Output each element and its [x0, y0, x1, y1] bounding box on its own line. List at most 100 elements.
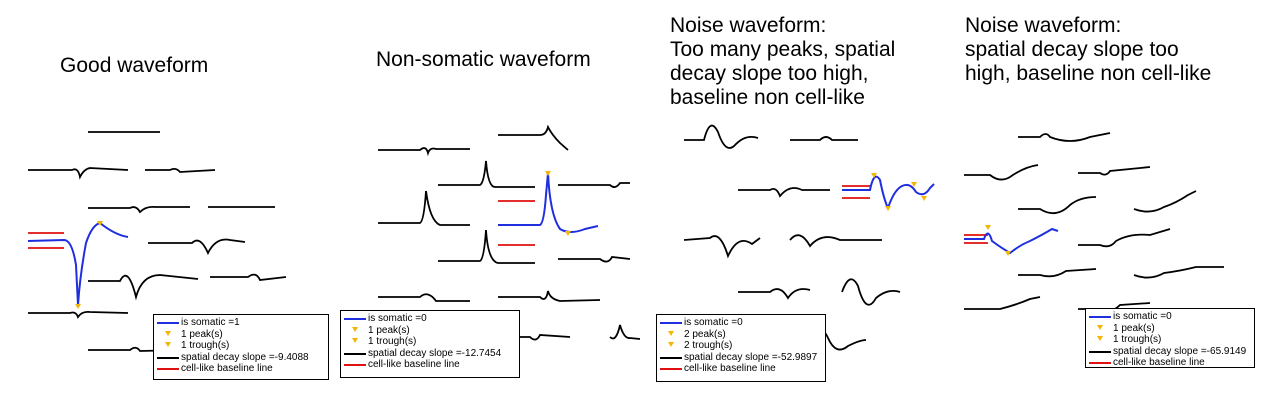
somatic-line-swatch: [157, 317, 181, 328]
panel-3-title-line: decay slope too high,: [670, 62, 869, 85]
legend-entry-peaks: 1 peak(s): [1089, 323, 1251, 335]
channel-trace: [558, 182, 630, 188]
channel-trace: [378, 190, 470, 226]
channel-trace: [841, 278, 901, 306]
peak-marker-icon: [1089, 323, 1113, 334]
peak-trough-markers: [985, 225, 1011, 256]
channel-trace: [28, 310, 129, 320]
panel-1-legend: is somatic =1 1 peak(s) 1 trough(s) spat…: [153, 314, 329, 380]
panel-3-title-line: Too many peaks, spatial: [670, 38, 896, 61]
channel-trace: [88, 274, 199, 301]
legend-entry-baseline: cell-like baseline line: [660, 363, 822, 375]
legend-entry-somatic: is somatic =0: [1089, 311, 1251, 323]
trough-marker-icon: [1089, 334, 1113, 345]
baseline-lines: [964, 234, 988, 244]
baseline-lines: [498, 200, 535, 246]
channel-trace: [683, 235, 761, 259]
legend-entry-peaks: 1 peak(s): [344, 325, 516, 337]
baseline-line-swatch: [344, 359, 368, 370]
legend-entry-somatic: is somatic =1: [157, 317, 325, 329]
somatic-trace: [498, 172, 599, 233]
legend-entry-somatic: is somatic =0: [344, 313, 516, 325]
decay-line-swatch: [1089, 346, 1113, 357]
channel-trace: [738, 288, 811, 300]
channel-trace: [148, 238, 246, 256]
channel-trace: [488, 334, 571, 341]
somatic-trace: [842, 175, 935, 211]
legend-entry-baseline: cell-like baseline line: [157, 363, 325, 375]
baseline-line-swatch: [157, 363, 181, 374]
trough-marker-icon: [157, 340, 181, 351]
panel-2-title: Non-somatic waveform: [376, 48, 591, 72]
peak-trough-markers: [75, 221, 103, 309]
channel-trace: [1018, 196, 1097, 215]
panel-2-legend: is somatic =0 1 peak(s) 1 trough(s) spat…: [340, 310, 520, 378]
panel-4-title: Noise waveform: spatial decay slope too …: [965, 14, 1211, 86]
panel-3-waveform-plot: [683, 124, 935, 351]
channel-trace: [684, 124, 759, 149]
peak-marker-icon: [660, 329, 684, 340]
channel-trace: [964, 296, 1041, 310]
channel-trace: [789, 234, 882, 248]
legend-entry-troughs: 1 trough(s): [157, 340, 325, 352]
baseline-lines: [28, 232, 64, 249]
somatic-line-swatch: [660, 317, 684, 328]
legend-entry-peaks: 1 peak(s): [157, 329, 325, 341]
channel-trace: [558, 256, 631, 263]
channel-trace: [964, 164, 1039, 181]
legend-entry-troughs: 1 trough(s): [1089, 334, 1251, 346]
panel-4-title-line: spatial decay slope too: [965, 38, 1179, 61]
channel-trace: [1078, 228, 1171, 248]
channel-trace: [438, 229, 535, 264]
channel-trace: [609, 324, 641, 340]
panel-1-title-line: Good waveform: [60, 54, 209, 77]
decay-line-swatch: [660, 352, 684, 363]
channel-trace: [1078, 166, 1151, 176]
legend-entry-decay: spatial decay slope =-9.4088: [157, 352, 325, 364]
peak-trough-markers: [545, 171, 571, 236]
panel-4-waveform-plot: [964, 132, 1224, 313]
channel-trace: [1018, 132, 1111, 142]
channel-trace: [738, 187, 830, 198]
trough-marker-icon: [344, 336, 368, 347]
channel-trace: [378, 293, 470, 302]
panel-2-title-line: Non-somatic waveform: [376, 48, 591, 71]
trough-marker-icon: [660, 340, 684, 351]
channel-trace: [498, 125, 569, 151]
panel-4-legend: is somatic =0 1 peak(s) 1 trough(s) spat…: [1085, 308, 1255, 368]
channel-trace: [88, 205, 190, 214]
somatic-line-swatch: [344, 313, 368, 324]
panel-3-title-line: Noise waveform:: [670, 14, 827, 37]
panel-4-title-line: high, baseline non cell-like: [965, 62, 1212, 85]
somatic-trace: [964, 227, 1059, 255]
panel-1-title: Good waveform: [60, 54, 208, 78]
panel-2-waveform-plot: [378, 125, 641, 341]
decay-line-swatch: [344, 348, 368, 359]
legend-entry-peaks: 2 peak(s): [660, 329, 822, 341]
channel-trace: [28, 167, 129, 180]
somatic-line-swatch: [1089, 311, 1113, 322]
peak-trough-markers: [871, 173, 927, 211]
peak-marker-icon: [157, 329, 181, 340]
peak-marker-icon: [344, 325, 368, 336]
panel-3-legend: is somatic =0 2 peak(s) 2 trough(s) spat…: [656, 314, 826, 382]
channel-trace: [145, 167, 216, 173]
panel-3-title-line: baseline non cell-like: [670, 86, 865, 109]
channel-trace: [790, 136, 858, 141]
channel-trace: [378, 147, 470, 157]
panel-1-waveform-plot: [27, 131, 287, 352]
baseline-line-swatch: [660, 363, 684, 374]
channel-trace: [1018, 268, 1097, 278]
legend-entry-decay: spatial decay slope =-52.9897: [660, 352, 822, 364]
channel-trace: [1133, 266, 1224, 279]
channel-trace: [1133, 190, 1197, 213]
legend-entry-troughs: 2 trough(s): [660, 340, 822, 352]
legend-entry-baseline: cell-like baseline line: [344, 359, 516, 371]
channel-trace: [210, 273, 287, 281]
baseline-lines: [842, 185, 870, 199]
legend-entry-somatic: is somatic =0: [660, 317, 822, 329]
somatic-trace: [27, 221, 129, 306]
channel-trace: [88, 346, 186, 352]
panel-3-title: Noise waveform: Too many peaks, spatial …: [670, 14, 895, 110]
decay-line-swatch: [157, 352, 181, 363]
